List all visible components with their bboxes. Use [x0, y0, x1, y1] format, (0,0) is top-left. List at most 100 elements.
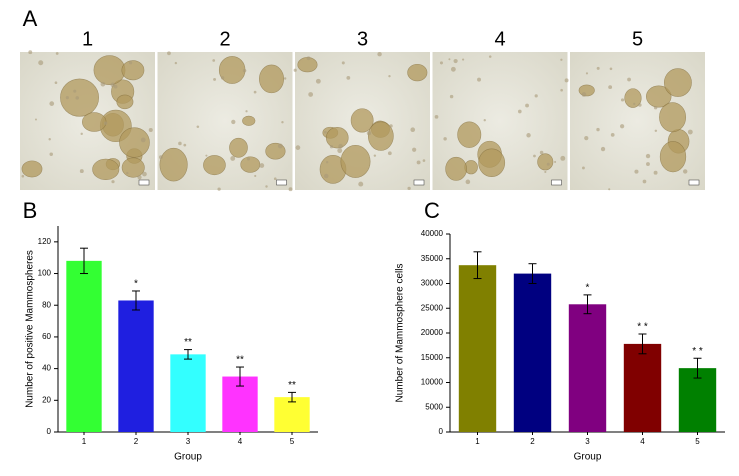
bar [458, 265, 497, 432]
cell-cluster [659, 102, 687, 133]
cell [38, 60, 44, 66]
scale-bar [688, 179, 700, 186]
cell [265, 185, 268, 188]
cell-cluster [325, 127, 349, 149]
cell [525, 103, 529, 108]
cell-cluster [367, 121, 394, 151]
cell [338, 143, 343, 149]
cell [610, 132, 615, 137]
x-tick-label: 2 [134, 437, 139, 446]
significance-mark: ** [184, 337, 192, 348]
cell [608, 188, 611, 191]
y-tick-label: 20000 [421, 328, 444, 337]
cell [633, 102, 636, 106]
cell-cluster [457, 121, 482, 148]
cell-cluster [646, 85, 672, 108]
cell [634, 169, 639, 174]
cell [295, 145, 301, 150]
y-axis-label: Number of positive Mammospheres [25, 250, 36, 408]
cell [596, 66, 600, 70]
panel-label: C [424, 198, 440, 223]
cell [137, 175, 142, 180]
cell [646, 162, 650, 166]
cell [245, 110, 248, 113]
cell [407, 186, 411, 191]
scale-bar [551, 179, 562, 186]
cell [544, 170, 547, 174]
cell [220, 76, 225, 80]
cell [111, 180, 115, 184]
cell-cluster [445, 156, 467, 181]
error-bar [132, 290, 140, 311]
cell [609, 67, 613, 71]
y-tick-label: 5000 [425, 402, 443, 411]
cell [217, 187, 221, 191]
cell [283, 77, 287, 80]
cell [159, 155, 163, 160]
cell [600, 146, 606, 152]
cell [128, 61, 133, 65]
scale-bar [413, 179, 425, 186]
cell-cluster [121, 157, 145, 178]
cell [373, 154, 377, 157]
image-label: 5 [632, 28, 643, 50]
cell-cluster [478, 148, 506, 178]
x-tick-label: 3 [186, 437, 191, 446]
bar [513, 273, 552, 432]
error-bar [583, 294, 592, 315]
cell [584, 136, 589, 141]
y-tick-label: 100 [38, 269, 52, 278]
cell [212, 59, 216, 62]
cell [140, 137, 146, 143]
cell [73, 89, 77, 93]
cell [126, 171, 129, 175]
significance-mark: * * [692, 346, 703, 357]
y-tick-label: 120 [38, 237, 52, 246]
x-tick-label: 2 [530, 437, 535, 446]
cell [100, 81, 106, 87]
y-tick-label: 0 [439, 427, 444, 436]
cell [465, 179, 471, 185]
bar [170, 354, 206, 432]
cell [620, 98, 625, 102]
y-tick-label: 15000 [421, 353, 444, 362]
cell [230, 156, 236, 161]
cell [546, 162, 550, 166]
cell [416, 160, 421, 165]
error-bar [693, 357, 702, 379]
cell [422, 159, 426, 162]
cell [183, 143, 187, 147]
cell [477, 77, 481, 82]
cell [619, 124, 625, 129]
cell [539, 150, 544, 155]
y-tick-label: 30000 [421, 279, 444, 288]
cell [682, 169, 688, 174]
cell [388, 74, 391, 78]
cell-cluster [21, 160, 43, 178]
cell [28, 50, 33, 55]
cell [231, 119, 236, 125]
cell [346, 75, 351, 80]
image-label: 3 [357, 28, 368, 50]
cell [581, 92, 587, 97]
cell [654, 129, 658, 133]
cell-cluster [229, 137, 248, 158]
cell-cluster [350, 108, 374, 133]
cell [377, 51, 382, 57]
cell [517, 109, 522, 114]
y-tick-label: 20 [42, 395, 51, 404]
y-tick-label: 60 [42, 332, 51, 341]
cell-cluster [663, 68, 692, 97]
cell [450, 66, 456, 72]
cell [242, 68, 247, 73]
panel-label: A [23, 6, 38, 31]
y-tick-label: 35000 [421, 254, 444, 263]
cell [389, 124, 393, 128]
cell [653, 170, 658, 175]
cell [306, 56, 311, 61]
y-tick-label: 25000 [421, 303, 444, 312]
cell-cluster [119, 127, 150, 158]
cell [526, 133, 531, 138]
cell [315, 78, 321, 84]
